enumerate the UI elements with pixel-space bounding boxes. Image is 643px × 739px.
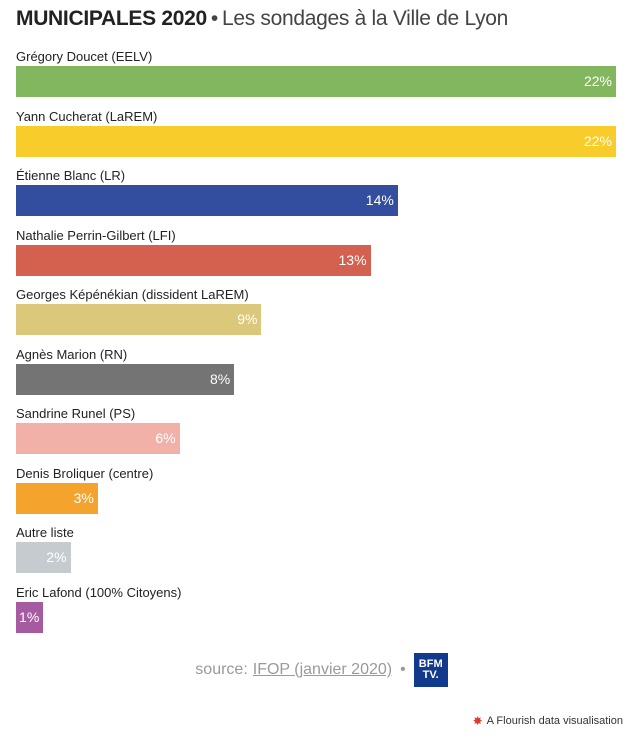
bfmtv-logo[interactable]: BFM TV.	[413, 653, 448, 687]
bar-value-label: 6%	[155, 430, 176, 446]
bar[interactable]: 1%	[16, 601, 44, 633]
bar[interactable]: 22%	[16, 66, 616, 97]
category-label: Yann Cucherat (LaREM)	[16, 108, 158, 124]
bar-value-label: 13%	[338, 251, 367, 268]
category-label: Sandrine Runel (PS)	[16, 406, 136, 421]
source-separator: •	[400, 661, 406, 678]
bar-value-label: 14%	[365, 192, 394, 208]
bar[interactable]: 6%	[16, 423, 180, 454]
bar[interactable]: 8%	[16, 363, 235, 395]
title-subtitle: Les sondages à la Ville de Lyon	[221, 7, 509, 30]
title-separator: •	[210, 7, 218, 30]
category-label: Eric Lafond (100% Citoyens)	[16, 584, 182, 600]
bfmtv-logo-line1: BFM	[418, 658, 443, 670]
category-label: Denis Broliquer (centre)	[16, 465, 154, 481]
flourish-icon: ✸	[472, 714, 483, 728]
source-link[interactable]: IFOP (janvier 2020)	[252, 661, 393, 678]
source-prefix: source:	[195, 661, 248, 678]
bar[interactable]: 3%	[16, 482, 98, 514]
bar-value-label: 22%	[583, 132, 612, 149]
bar-chart: Grégory Doucet (EELV) 22% Yann Cucherat (L…	[0, 40, 643, 650]
bar[interactable]: 22%	[16, 125, 616, 157]
bar[interactable]: 2%	[16, 542, 71, 573]
category-label: Georges Képénékian (dissident LaREM)	[16, 287, 249, 302]
bfmtv-logo-line2: TV.	[422, 669, 439, 681]
bar[interactable]: 9%	[16, 304, 262, 335]
bar-value-label: 1%	[19, 608, 40, 625]
bar-value-label: 2%	[46, 549, 67, 565]
bar-value-label: 22%	[583, 73, 612, 89]
flourish-credit[interactable]: ✸ A Flourish data visualisation	[473, 714, 623, 728]
category-label: Agnès Marion (RN)	[16, 346, 128, 362]
bar[interactable]: 14%	[16, 185, 398, 216]
category-label: Nathalie Perrin-Gilbert (LFI)	[16, 227, 176, 243]
category-label: Grégory Doucet (EELV)	[16, 49, 153, 64]
bar-value-label: 3%	[73, 489, 94, 506]
bar-value-label: 8%	[209, 370, 231, 387]
category-label: Étienne Blanc (LR)	[16, 168, 126, 183]
category-label: Autre liste	[16, 525, 74, 540]
bar-value-label: 9%	[237, 311, 258, 327]
flourish-credit-text: A Flourish data visualisation	[486, 715, 623, 727]
source-line: source: IFOP (janvier 2020) • BFM TV.	[0, 652, 643, 688]
bar[interactable]: 13%	[16, 244, 371, 276]
chart-title: MUNICIPALES 2020 • Les sondages à la Ville…	[16, 6, 508, 32]
title-strong: MUNICIPALES 2020	[16, 7, 207, 30]
